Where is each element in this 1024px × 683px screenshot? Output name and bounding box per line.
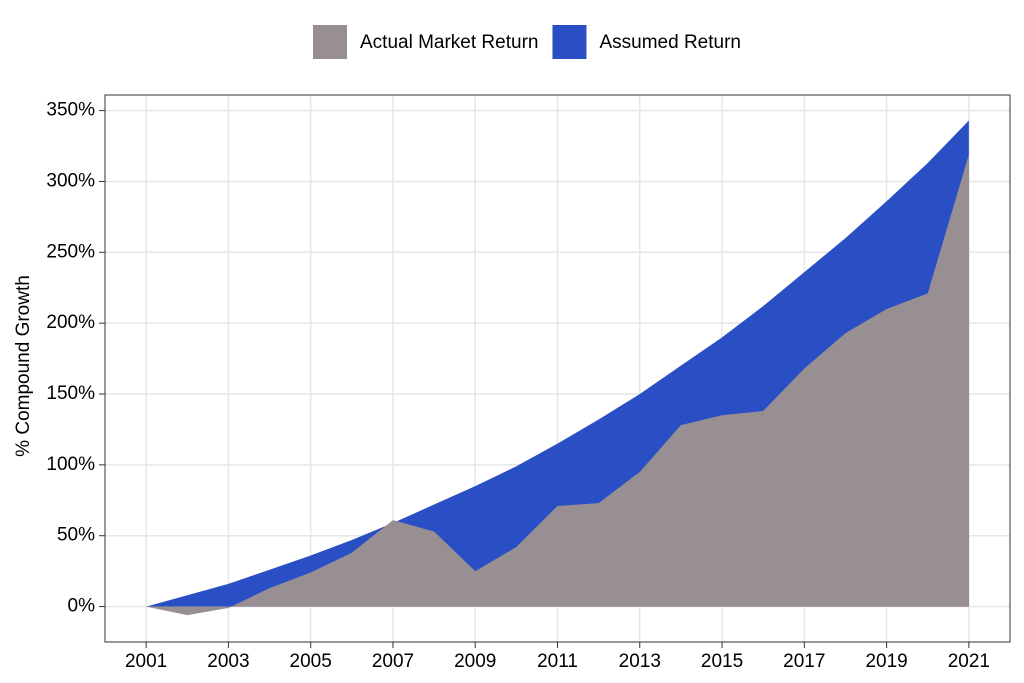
y-tick-label: 200% (46, 312, 95, 333)
legend-label: Assumed Return (599, 32, 741, 53)
legend-key (552, 25, 587, 59)
x-tick-label: 2021 (948, 651, 990, 672)
x-tick-label: 2003 (207, 651, 249, 672)
y-tick-label: 50% (57, 525, 95, 546)
x-tick-label: 2001 (125, 651, 167, 672)
legend-label: Actual Market Return (360, 32, 538, 53)
y-tick-label: 100% (46, 454, 95, 475)
y-tick-label: 300% (46, 170, 95, 191)
y-tick-label: 250% (46, 241, 95, 262)
x-tick-label: 2019 (865, 651, 907, 672)
legend-key (313, 25, 347, 59)
y-axis-title: % Compound Growth (13, 275, 34, 457)
x-tick-label: 2011 (537, 651, 578, 672)
x-tick-label: 2017 (783, 651, 825, 672)
plot-border (104, 94, 1011, 643)
y-tick-label: 0% (68, 596, 96, 617)
area (146, 154, 969, 616)
x-tick-label: 2009 (454, 651, 496, 672)
y-tick-label: 350% (46, 100, 95, 121)
x-tick-label: 2007 (372, 651, 414, 672)
y-tick-label: 150% (46, 383, 95, 404)
x-tick-label: 2005 (290, 651, 332, 672)
x-tick-label: 2015 (701, 651, 743, 672)
x-tick-label: 2013 (619, 651, 661, 672)
